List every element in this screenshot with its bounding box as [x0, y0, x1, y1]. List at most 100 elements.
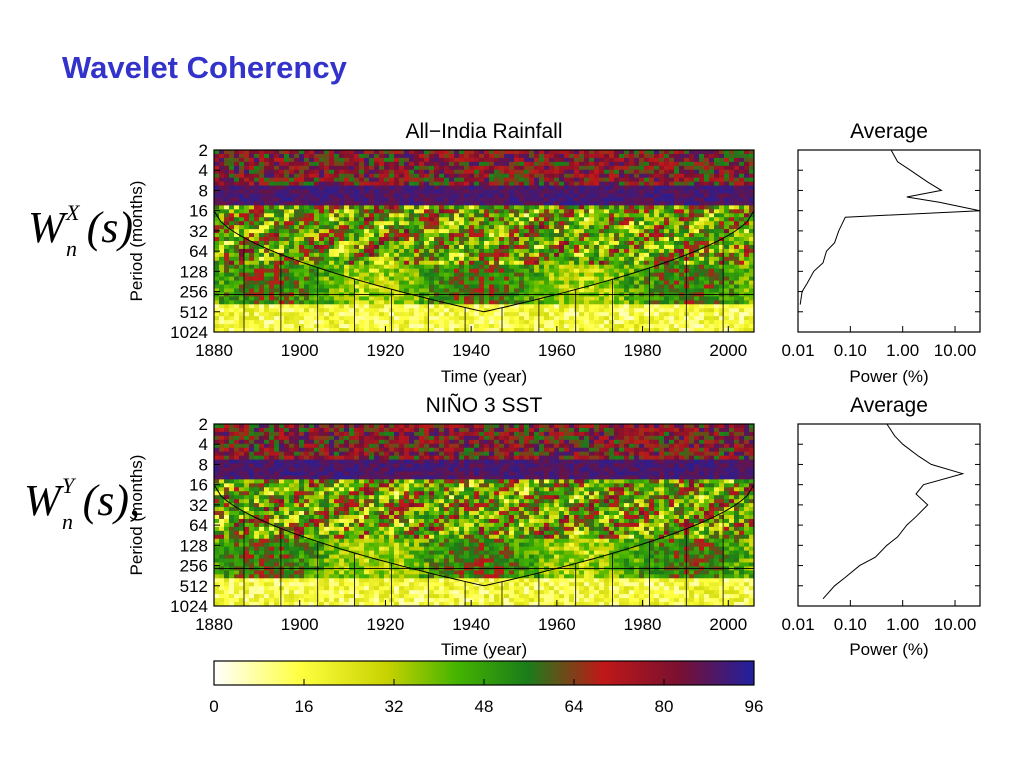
heatmap-cell: [314, 316, 320, 321]
heatmap-cell: [569, 205, 575, 210]
heatmap-cell: [719, 268, 725, 274]
heatmap-cell: [734, 324, 740, 329]
heatmap-cell: [384, 300, 390, 305]
heatmap-cell: [664, 225, 670, 230]
heatmap-cell: [739, 185, 745, 191]
heatmap-cell: [634, 225, 640, 230]
heatmap-cell: [489, 221, 495, 226]
heatmap-cell: [309, 284, 315, 290]
heatmap-cell: [314, 173, 320, 179]
heatmap-cell: [629, 308, 635, 313]
heatmap-cell: [424, 328, 430, 332]
heatmap-cell: [404, 237, 410, 242]
heatmap-cell: [359, 272, 365, 278]
heatmap-cell: [424, 169, 430, 175]
heatmap-cell: [404, 225, 410, 230]
heatmap-cell: [484, 201, 490, 206]
heatmap-cell: [429, 209, 435, 214]
heatmap-cell: [214, 177, 220, 183]
heatmap-cell: [389, 181, 395, 187]
heatmap-cell: [674, 300, 680, 305]
heatmap-cell: [484, 233, 490, 238]
heatmap-cell: [724, 173, 730, 179]
heatmap-cell: [549, 296, 555, 301]
heatmap-cell: [594, 304, 600, 309]
heatmap-cell: [594, 276, 600, 282]
heatmap-cell: [419, 173, 425, 179]
heatmap-cell: [349, 260, 355, 266]
heatmap-cell: [644, 161, 650, 167]
heatmap-cell: [584, 233, 590, 238]
heatmap-cell: [294, 296, 300, 301]
heatmap-cell: [699, 165, 705, 171]
heatmap-cell: [269, 209, 275, 214]
heatmap-cell: [409, 237, 415, 242]
heatmap-cell: [329, 300, 335, 305]
heatmap-cell: [629, 237, 635, 242]
cone-of-influence-rainfall: [213, 210, 755, 332]
heatmap-cell: [579, 189, 585, 195]
heatmap-cell: [569, 304, 575, 309]
heatmap-cell: [559, 241, 565, 246]
heatmap-cell: [229, 316, 235, 321]
heatmap-cell: [359, 324, 365, 329]
heatmap-cell: [224, 296, 230, 301]
heatmap-cell: [609, 153, 615, 159]
heatmap-cell: [719, 150, 725, 155]
heatmap-cell: [349, 169, 355, 175]
heatmap-cell: [554, 252, 560, 258]
heatmap-cell: [644, 213, 650, 218]
heatmap-cell: [429, 173, 435, 179]
heatmap-cell: [714, 256, 720, 262]
heatmap-cell: [709, 213, 715, 218]
heatmap-cell: [709, 197, 715, 203]
heatmap-cell: [299, 193, 305, 199]
heatmap-cell: [254, 256, 260, 262]
heatmap-cell: [339, 185, 345, 191]
heatmap-cell: [554, 213, 560, 218]
heatmap-cell: [259, 161, 265, 167]
heatmap-cell: [544, 308, 550, 313]
heatmap-cell: [554, 161, 560, 167]
heatmap-cell: [429, 312, 435, 317]
heatmap-cell: [219, 161, 225, 167]
heatmap-cell: [374, 165, 380, 171]
heatmap-cell: [299, 304, 305, 309]
heatmap-cell: [259, 157, 265, 163]
heatmap-cell: [714, 296, 720, 301]
heatmap-cell: [574, 264, 580, 270]
heatmap-cell: [374, 153, 380, 159]
heatmap-cell: [719, 221, 725, 226]
heatmap-cell: [539, 264, 545, 270]
heatmap-cell: [439, 268, 445, 274]
heatmap-cell: [479, 217, 485, 222]
heatmap-cell: [644, 248, 650, 254]
heatmap-cell: [359, 288, 365, 294]
heatmap-cell: [414, 320, 420, 325]
heatmap-cell: [614, 248, 620, 254]
heatmap-cell: [699, 296, 705, 301]
heatmap-cell: [599, 320, 605, 325]
heatmap-cell: [704, 276, 710, 282]
heatmap-cell: [474, 324, 480, 329]
heatmap-cell: [594, 320, 600, 325]
heatmap-cell: [679, 225, 685, 230]
heatmap-cell: [709, 308, 715, 313]
heatmap-cell: [309, 264, 315, 270]
heatmap-cell: [404, 264, 410, 270]
heatmap-cell: [319, 213, 325, 218]
heatmap-cell: [679, 229, 685, 234]
heatmap-cell: [669, 185, 675, 191]
heatmap-cell: [339, 296, 345, 301]
heatmap-cell: [324, 205, 330, 210]
heatmap-cell: [534, 252, 540, 258]
heatmap-cell: [264, 169, 270, 175]
heatmap-cell: [584, 300, 590, 305]
heatmap-cell: [744, 153, 750, 159]
heatmap-cell: [634, 161, 640, 167]
heatmap-cell: [524, 209, 530, 214]
heatmap-cell: [629, 169, 635, 175]
heatmap-cell: [569, 320, 575, 325]
heatmap-cell: [734, 213, 740, 218]
heatmap-cell: [279, 169, 285, 175]
